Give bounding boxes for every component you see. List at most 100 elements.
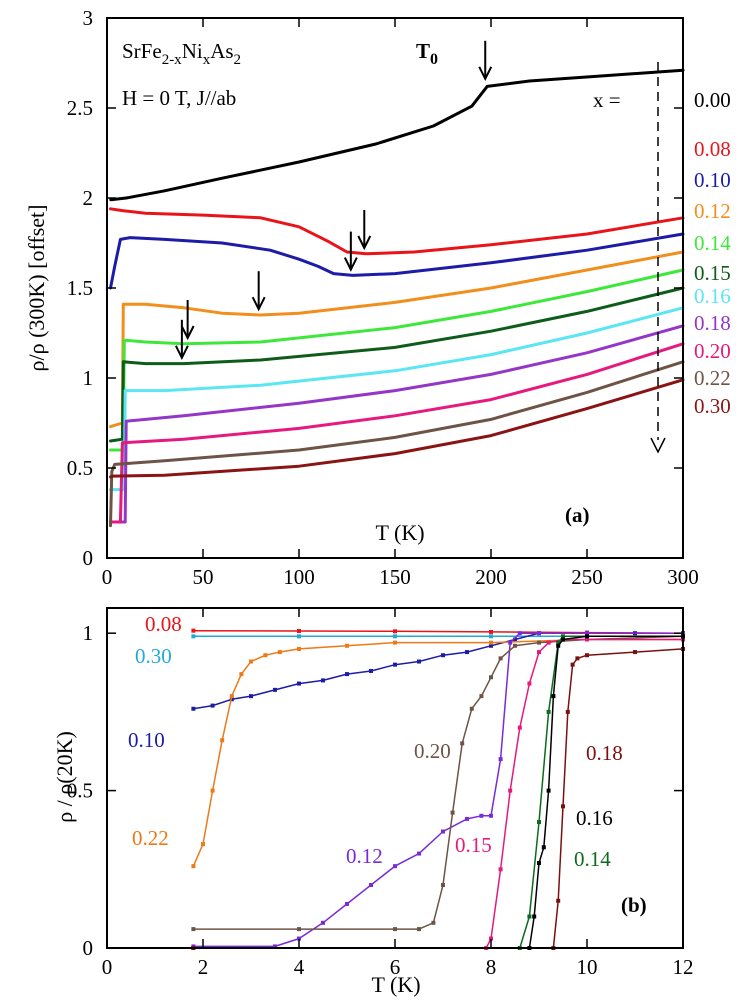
data-point xyxy=(417,927,421,932)
data-point xyxy=(417,659,421,664)
data-point xyxy=(465,816,469,821)
panel-a-x-axis-label: T (K) xyxy=(375,520,424,545)
series-line-0.10 xyxy=(192,632,684,710)
b-label-0.16: 0.16 xyxy=(576,806,613,830)
data-point xyxy=(546,709,551,714)
data-point xyxy=(561,634,565,639)
y-tick-label: 0.5 xyxy=(67,456,93,480)
x-tick-label: 200 xyxy=(475,565,507,589)
panel-a-legend: 0.00 0.08 0.10 0.12 0.14 0.150.16 0.18 0.20 0.22… xyxy=(694,88,731,418)
legend-label-0.12: 0.12 xyxy=(694,199,731,223)
legend-label-0.30: 0.30 xyxy=(694,394,731,418)
b-label-0.15: 0.15 xyxy=(455,833,492,857)
panel-b-label: (b) xyxy=(621,893,647,917)
legend-header: x = xyxy=(593,88,621,112)
data-point xyxy=(393,634,397,639)
data-point xyxy=(297,628,301,633)
data-point xyxy=(249,694,253,699)
legend-label-0.00: 0.00 xyxy=(694,88,731,112)
y-tick-label: 0 xyxy=(83,936,94,960)
data-point xyxy=(479,694,484,699)
series-line-0.16 xyxy=(109,306,685,492)
data-point xyxy=(297,681,301,686)
data-point xyxy=(345,901,349,906)
data-point xyxy=(277,650,282,655)
data-point xyxy=(498,656,503,661)
series-line-0.18 xyxy=(109,324,685,524)
data-point xyxy=(585,653,589,658)
transition-arrowhead xyxy=(180,325,195,341)
panel-a-axis-ticks: 0 50 100 150 200 250 300 0 0.5 1 1.5 2 2.5 3 xyxy=(67,6,699,589)
panel-a-label: (a) xyxy=(565,503,590,527)
data-point xyxy=(469,706,474,711)
b-label-0.18: 0.18 xyxy=(586,741,623,765)
data-point xyxy=(191,864,196,869)
legend-label-0.16: 0.16 xyxy=(694,284,731,308)
y-tick-label: 0 xyxy=(83,546,94,570)
data-point xyxy=(489,936,493,941)
panel-b-y-axis-label: ρ / ρ(20K) xyxy=(52,731,77,823)
x-tick-label: 100 xyxy=(283,565,315,589)
x-tick-label: 250 xyxy=(571,565,603,589)
data-point xyxy=(517,631,522,636)
panel-a: 0 50 100 150 200 250 300 0 0.5 1 1.5 2 2.5 3 0.00 0.08… xyxy=(24,6,731,589)
series-line-0.10 xyxy=(109,232,685,290)
data-point xyxy=(441,829,445,834)
panel-b-x-axis-label: T (K) xyxy=(371,972,420,997)
y-tick-label: 1 xyxy=(83,621,94,645)
data-point xyxy=(431,920,436,925)
data-point xyxy=(393,662,397,667)
series-line-0.14 xyxy=(109,268,685,452)
data-point xyxy=(345,643,349,648)
x-tick-label: 12 xyxy=(673,955,694,979)
data-point xyxy=(556,643,561,648)
transition-arrowhead xyxy=(343,257,358,272)
b-label-0.20: 0.20 xyxy=(414,739,451,763)
legend-label-0.15: 0.15 xyxy=(694,261,731,285)
data-point xyxy=(561,804,565,809)
x-tick-label: 150 xyxy=(379,565,411,589)
data-point xyxy=(191,628,196,633)
data-point xyxy=(393,629,397,634)
data-point xyxy=(489,675,493,680)
data-point xyxy=(541,845,546,850)
data-point xyxy=(551,694,556,699)
series-line-0.22 xyxy=(109,360,685,528)
data-point xyxy=(321,920,325,925)
legend-label-0.08: 0.08 xyxy=(694,137,731,161)
data-point xyxy=(585,631,589,636)
data-point xyxy=(239,672,244,677)
data-point xyxy=(393,927,397,932)
transition-arrowhead xyxy=(357,235,372,251)
data-point xyxy=(508,788,513,793)
x-tick-label: 0 xyxy=(102,565,113,589)
data-point xyxy=(561,637,565,642)
data-point xyxy=(546,640,551,645)
legend-label-0.18: 0.18 xyxy=(694,311,731,335)
data-point xyxy=(575,656,580,661)
x-tick-label: 300 xyxy=(667,565,699,589)
panel-a-series-layer xyxy=(109,68,685,528)
x-tick-label: 10 xyxy=(577,955,598,979)
data-point xyxy=(570,662,575,667)
data-point xyxy=(489,629,493,634)
transition-arrowhead xyxy=(478,66,493,82)
transition-arrowhead xyxy=(251,296,266,312)
series-line-0.15 xyxy=(109,286,685,443)
transition-arrowhead xyxy=(174,345,189,361)
data-point xyxy=(585,634,589,639)
panel-a-compound: SrFe2-xNixAs2 xyxy=(122,39,241,68)
b-label-0.12: 0.12 xyxy=(346,844,383,868)
data-point xyxy=(565,709,570,714)
series-line-0.12 xyxy=(109,250,685,429)
y-tick-label: 1.5 xyxy=(67,276,93,300)
data-point xyxy=(633,650,637,655)
data-point xyxy=(191,927,196,932)
b-label-0.22: 0.22 xyxy=(132,826,169,850)
data-point xyxy=(191,706,196,711)
data-point xyxy=(537,820,541,825)
x-tick-label: 2 xyxy=(198,955,209,979)
data-point xyxy=(498,757,503,762)
y-tick-label: 0.5 xyxy=(67,779,93,803)
panel-a-arrow-layer xyxy=(174,40,493,361)
